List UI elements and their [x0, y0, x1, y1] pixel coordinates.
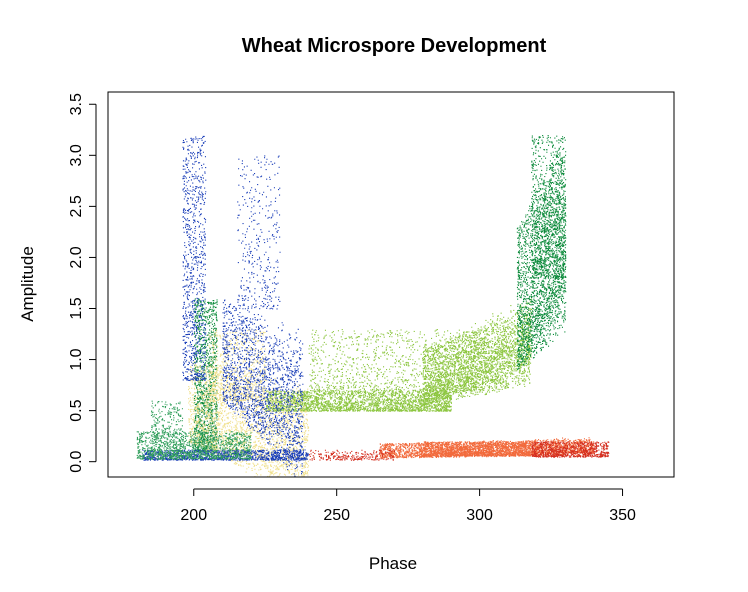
x-tick-label: 350	[609, 507, 636, 524]
scatter-point-cloud	[142, 135, 309, 477]
y-axis: 0.0 0.5 1.0 1.5 2.0 2.5 3.0 3.5	[68, 93, 97, 473]
y-tick-label: 3.5	[68, 93, 85, 115]
plot-area	[136, 135, 610, 477]
scatter-series	[142, 135, 309, 477]
x-axis: 200 250 300 350	[180, 488, 636, 524]
scatter-series	[308, 441, 610, 461]
y-tick-label: 1.0	[68, 348, 85, 370]
plot-frame	[107, 91, 675, 478]
scatter-point-cloud	[265, 298, 533, 412]
y-tick-label: 2.5	[68, 195, 85, 217]
y-axis-label: Amplitude	[18, 246, 37, 322]
y-tick-label: 3.0	[68, 144, 85, 166]
y-tick-label: 2.0	[68, 246, 85, 268]
scatter-points	[136, 135, 610, 477]
y-tick-label: 1.5	[68, 297, 85, 319]
y-tick-label: 0.0	[68, 450, 85, 472]
chart-title: Wheat Microspore Development	[242, 35, 547, 57]
x-axis-label: Phase	[369, 554, 417, 573]
x-tick-label: 250	[323, 507, 350, 524]
x-tick-label: 300	[466, 507, 493, 524]
scatter-series	[265, 298, 533, 412]
x-tick-label: 200	[180, 507, 207, 524]
y-tick-label: 0.5	[68, 399, 85, 421]
scatter-point-cloud	[308, 441, 610, 461]
